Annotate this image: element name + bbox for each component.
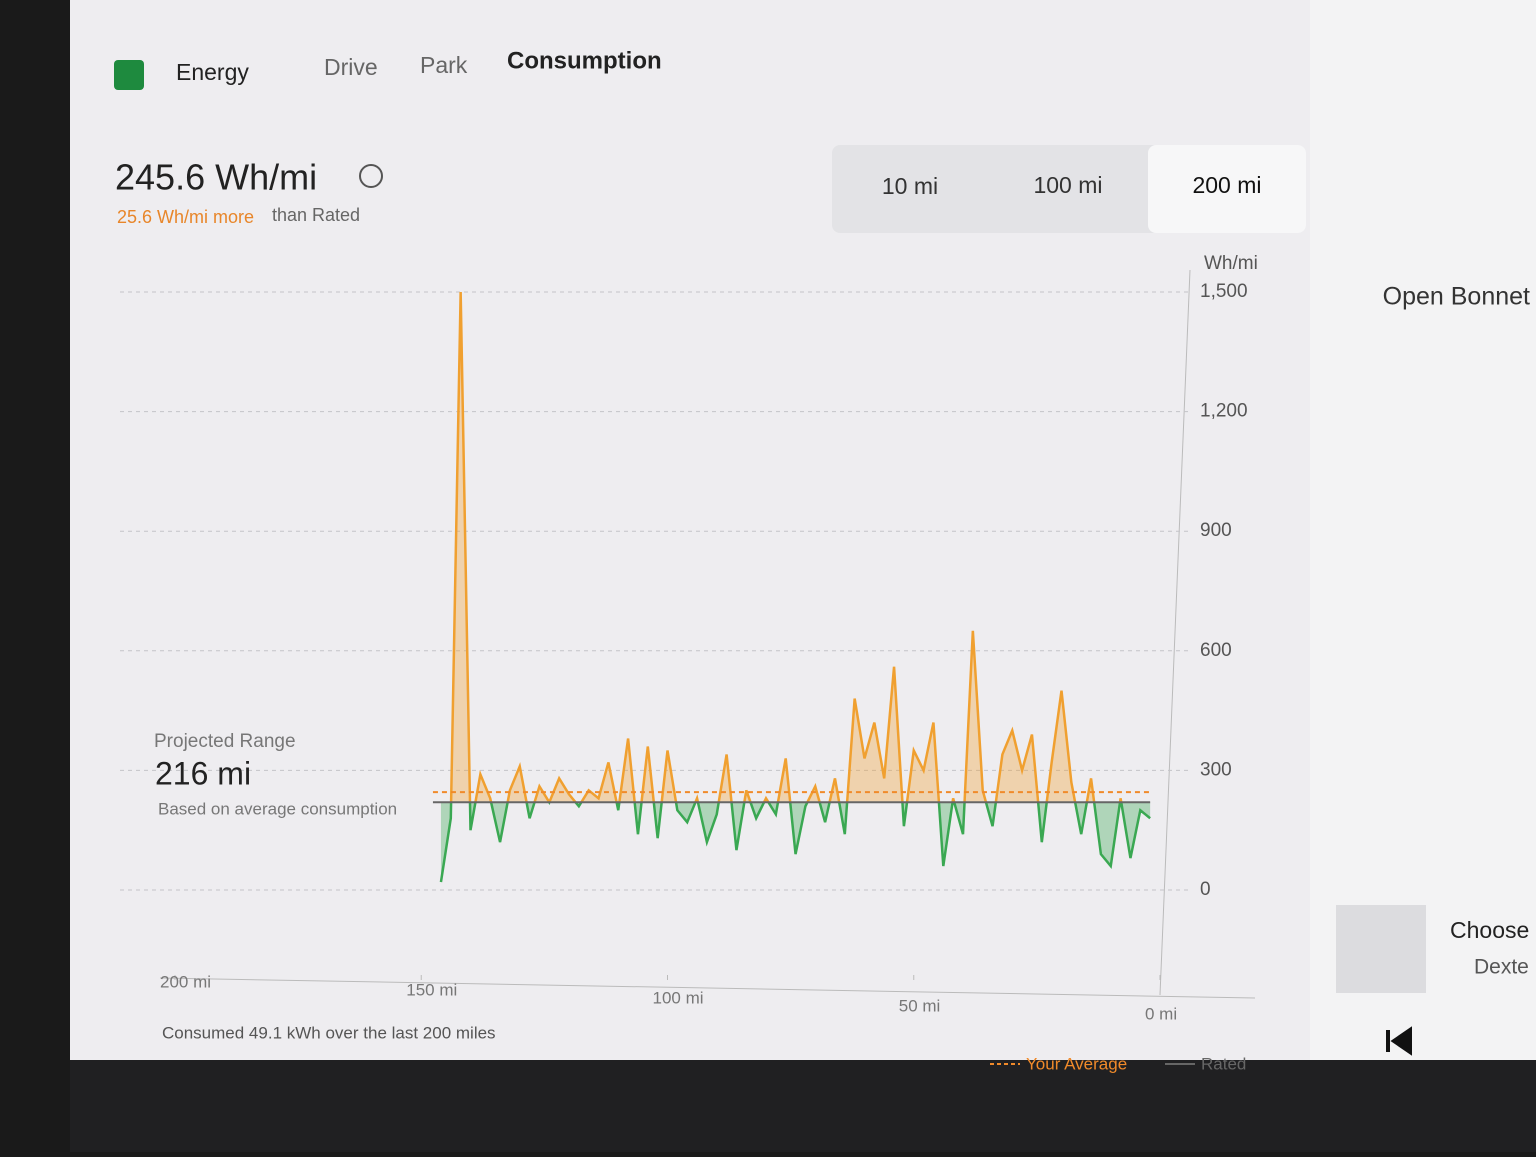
y-tick-label: 1,500 xyxy=(1200,281,1248,302)
summary-value: 245.6 Wh/mi xyxy=(115,157,317,198)
projected-value: 216 mi xyxy=(155,755,251,791)
projected-note: Based on average consumption xyxy=(158,799,397,818)
info-icon[interactable] xyxy=(359,164,383,188)
y-axis xyxy=(1159,269,1191,996)
projected-label: Projected Range xyxy=(154,731,296,752)
y-tick-label: 1,200 xyxy=(1200,401,1248,422)
x-tick-label: 200 mi xyxy=(160,972,211,991)
tab[interactable]: Energy xyxy=(176,59,249,85)
range-button[interactable]: 100 mi xyxy=(1033,172,1102,198)
range-button[interactable]: 10 mi xyxy=(882,173,938,199)
tab[interactable]: Consumption xyxy=(507,47,662,74)
area-above-line xyxy=(449,291,1123,803)
x-axis xyxy=(159,977,1256,999)
x-tick-label: 100 mi xyxy=(653,988,704,1007)
area-below-line xyxy=(439,802,1151,883)
y-axis-label: Wh/mi xyxy=(1204,253,1258,274)
x-tick-label: 0 mi xyxy=(1145,1004,1177,1023)
media-art xyxy=(1336,905,1426,993)
taskbar xyxy=(70,1060,1536,1152)
media-title[interactable]: Choose xyxy=(1450,917,1529,943)
media-device: Dexte xyxy=(1474,956,1529,979)
energy-icon xyxy=(114,60,144,90)
x-tick-label: 150 mi xyxy=(406,980,457,999)
tab[interactable]: Park xyxy=(420,52,468,78)
y-tick-label: 0 xyxy=(1200,879,1211,900)
y-tick-label: 900 xyxy=(1200,520,1232,541)
x-tick-label: 50 mi xyxy=(899,996,941,1015)
chart: Wh/mi 0 300 600 900 1,200 1,500 200 mi 150 mi 100… xyxy=(120,253,1258,1073)
summary-diff-suffix: than Rated xyxy=(272,205,360,225)
range-button[interactable]: 200 mi xyxy=(1192,172,1261,198)
footer: Consumed 49.1 kWh over the last 200 mile… xyxy=(162,1023,496,1042)
bonnet-button[interactable]: Open Bonnet xyxy=(1383,283,1530,311)
y-tick-label: 300 xyxy=(1200,759,1232,780)
side-panel xyxy=(1310,0,1536,1060)
legend-label: Your Average xyxy=(1026,1054,1127,1073)
tab[interactable]: Drive xyxy=(324,54,378,80)
range-selected xyxy=(1148,145,1306,233)
summary-diff: 25.6 Wh/mi more xyxy=(117,207,254,227)
prev-button[interactable] xyxy=(1386,1026,1412,1056)
area-above xyxy=(440,292,1151,803)
y-tick-label: 600 xyxy=(1200,640,1232,661)
legend-label: Rated xyxy=(1201,1054,1246,1073)
